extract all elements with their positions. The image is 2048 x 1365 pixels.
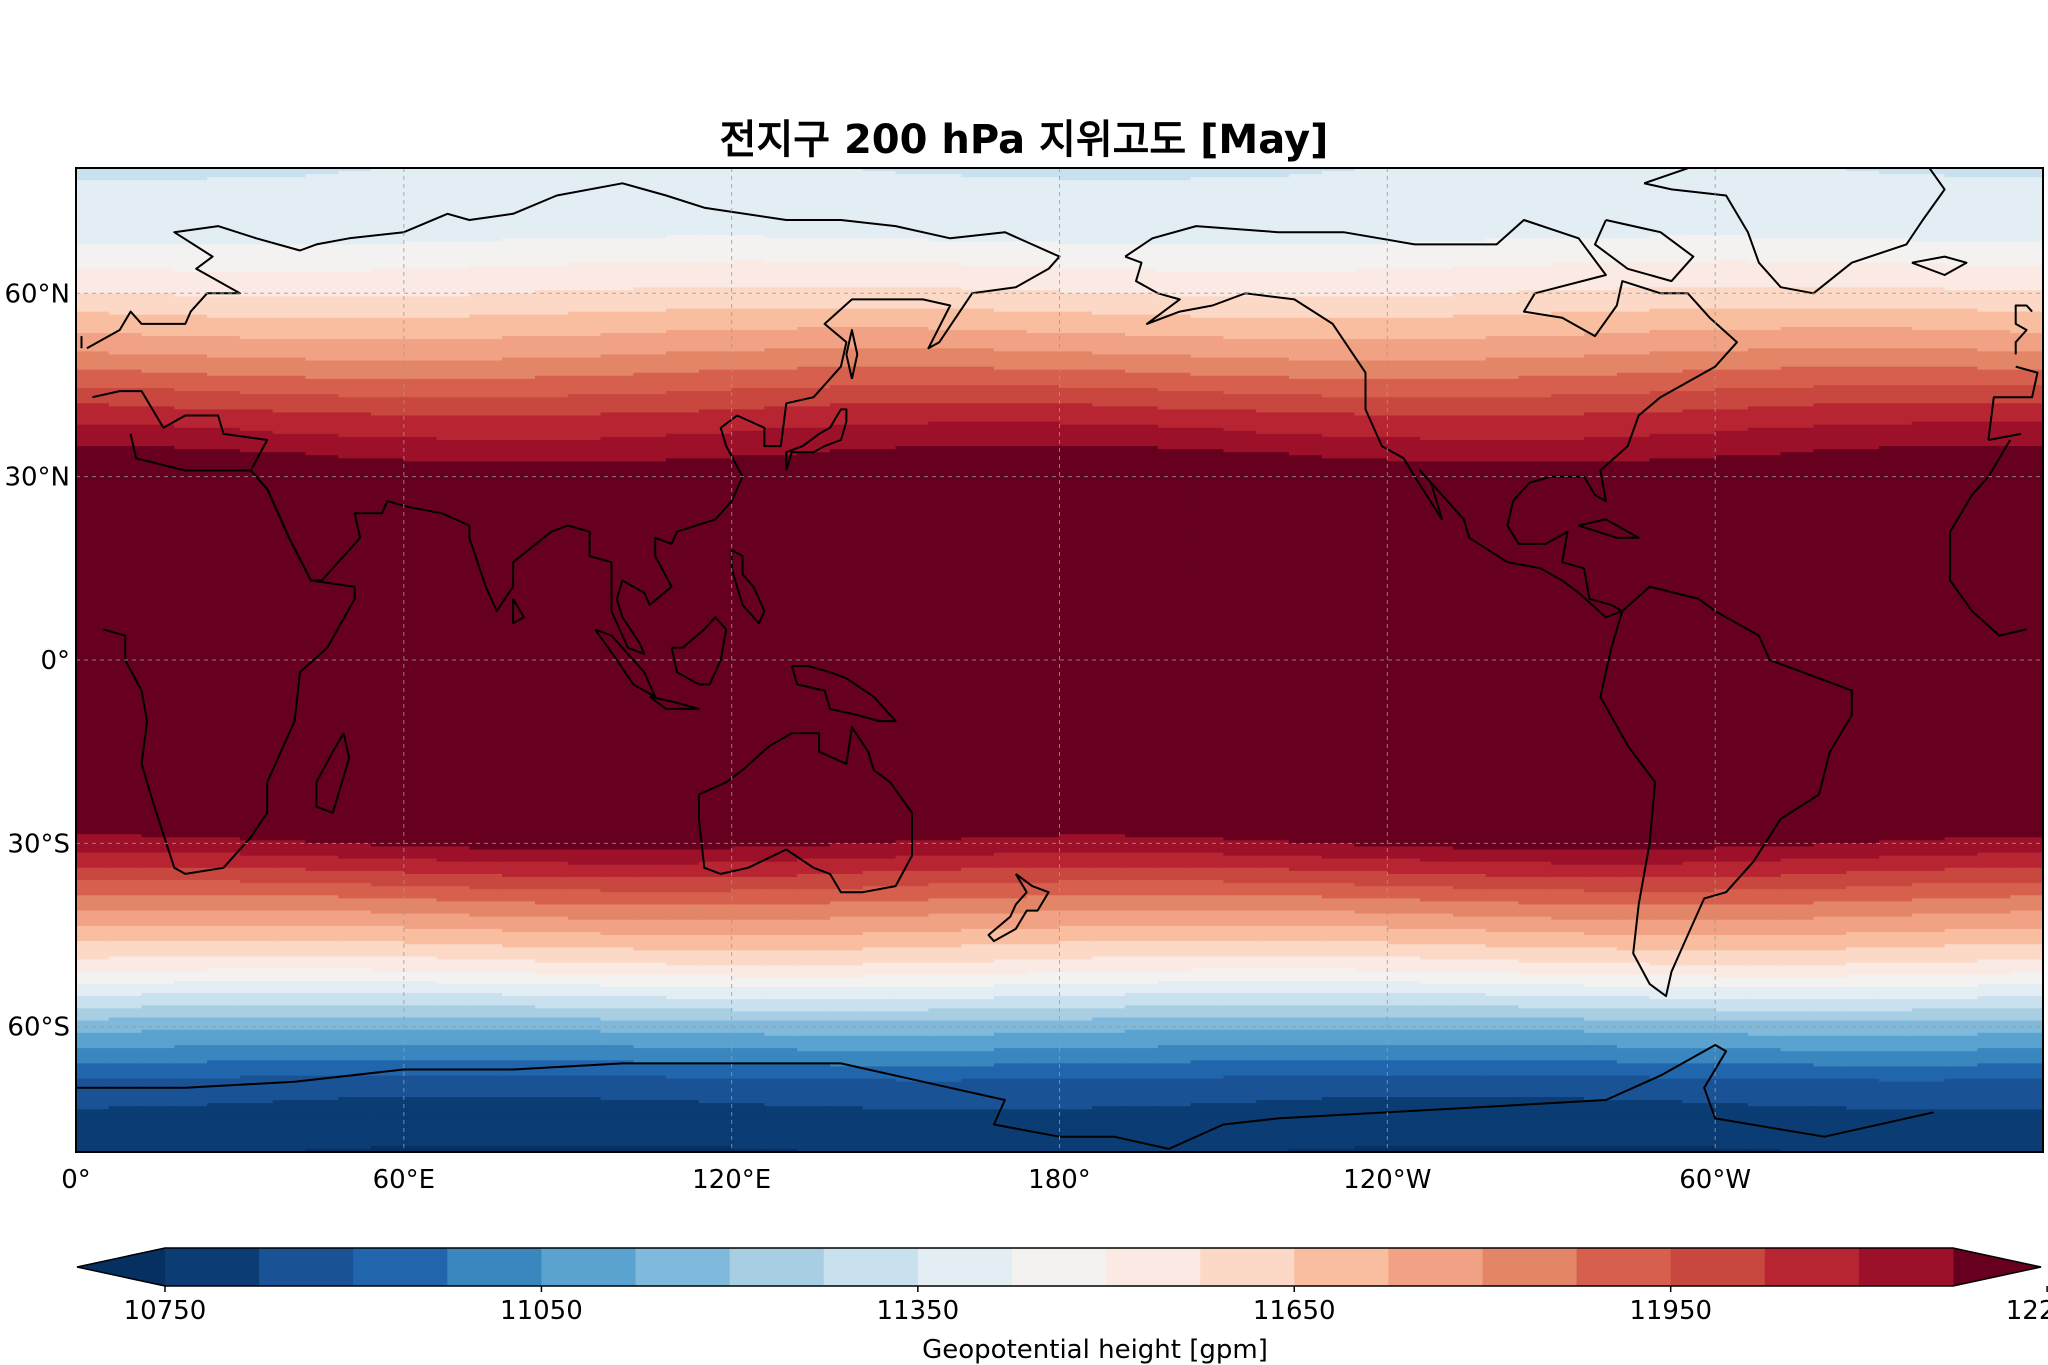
map-figure: 전지구 200 hPa 지위고도 [May] 60°E 120°E 180° 120°…: [0, 0, 2048, 1365]
map-svg: 60°E 120°E 180° 120°W 60°W0°60°N30°N0°30°S60…: [0, 0, 2048, 1365]
